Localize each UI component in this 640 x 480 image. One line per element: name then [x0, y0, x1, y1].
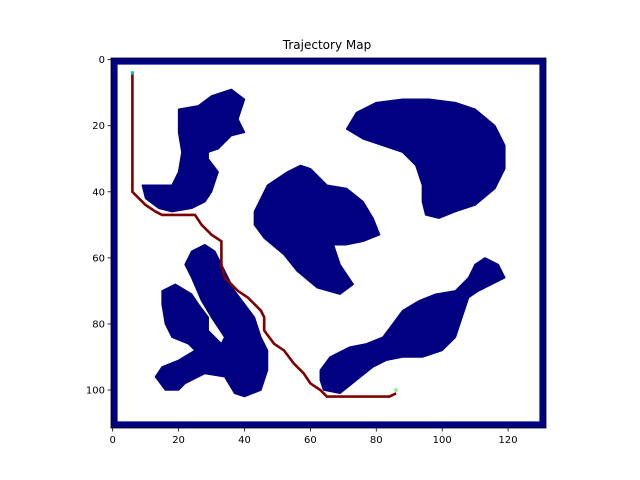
axes: 0 20 40 60 80 100 120 0 20 40 60 80 100 — [86, 55, 547, 446]
y-tick-label: 0 — [99, 55, 105, 66]
x-tick-label: 0 — [109, 435, 115, 446]
x-tick-label: 40 — [238, 435, 251, 446]
y-tick-label: 60 — [92, 253, 105, 264]
border-wall-left — [111, 58, 118, 428]
chart-title: Trajectory Map — [282, 38, 371, 52]
obstacle-left-lower-blob — [154, 243, 269, 398]
goal-marker — [394, 388, 398, 392]
x-tick-label: 80 — [370, 435, 383, 446]
x-tick-label: 120 — [499, 435, 518, 446]
y-tick-label: 40 — [92, 187, 105, 198]
start-marker — [130, 71, 135, 75]
x-tick-label: 20 — [172, 435, 185, 446]
y-tick-label: 20 — [92, 121, 105, 132]
x-tick-label: 60 — [304, 435, 317, 446]
obstacle-top-left-blob — [141, 88, 246, 213]
border-wall-bottom — [111, 421, 546, 428]
obstacle-center-blob — [253, 164, 381, 295]
trajectory-path — [130, 71, 398, 398]
border-wall-top — [111, 58, 546, 65]
obstacle-top-right-blob — [345, 98, 506, 219]
path-line — [131, 72, 397, 398]
y-tick-label: 80 — [92, 319, 105, 330]
x-tick-label: 100 — [433, 435, 452, 446]
border-wall-right — [539, 58, 546, 428]
y-tick-label: 100 — [86, 386, 105, 397]
obstacle-bottom-right-blob — [319, 257, 506, 395]
axes-frame — [110, 57, 547, 429]
plot-area — [111, 58, 546, 428]
